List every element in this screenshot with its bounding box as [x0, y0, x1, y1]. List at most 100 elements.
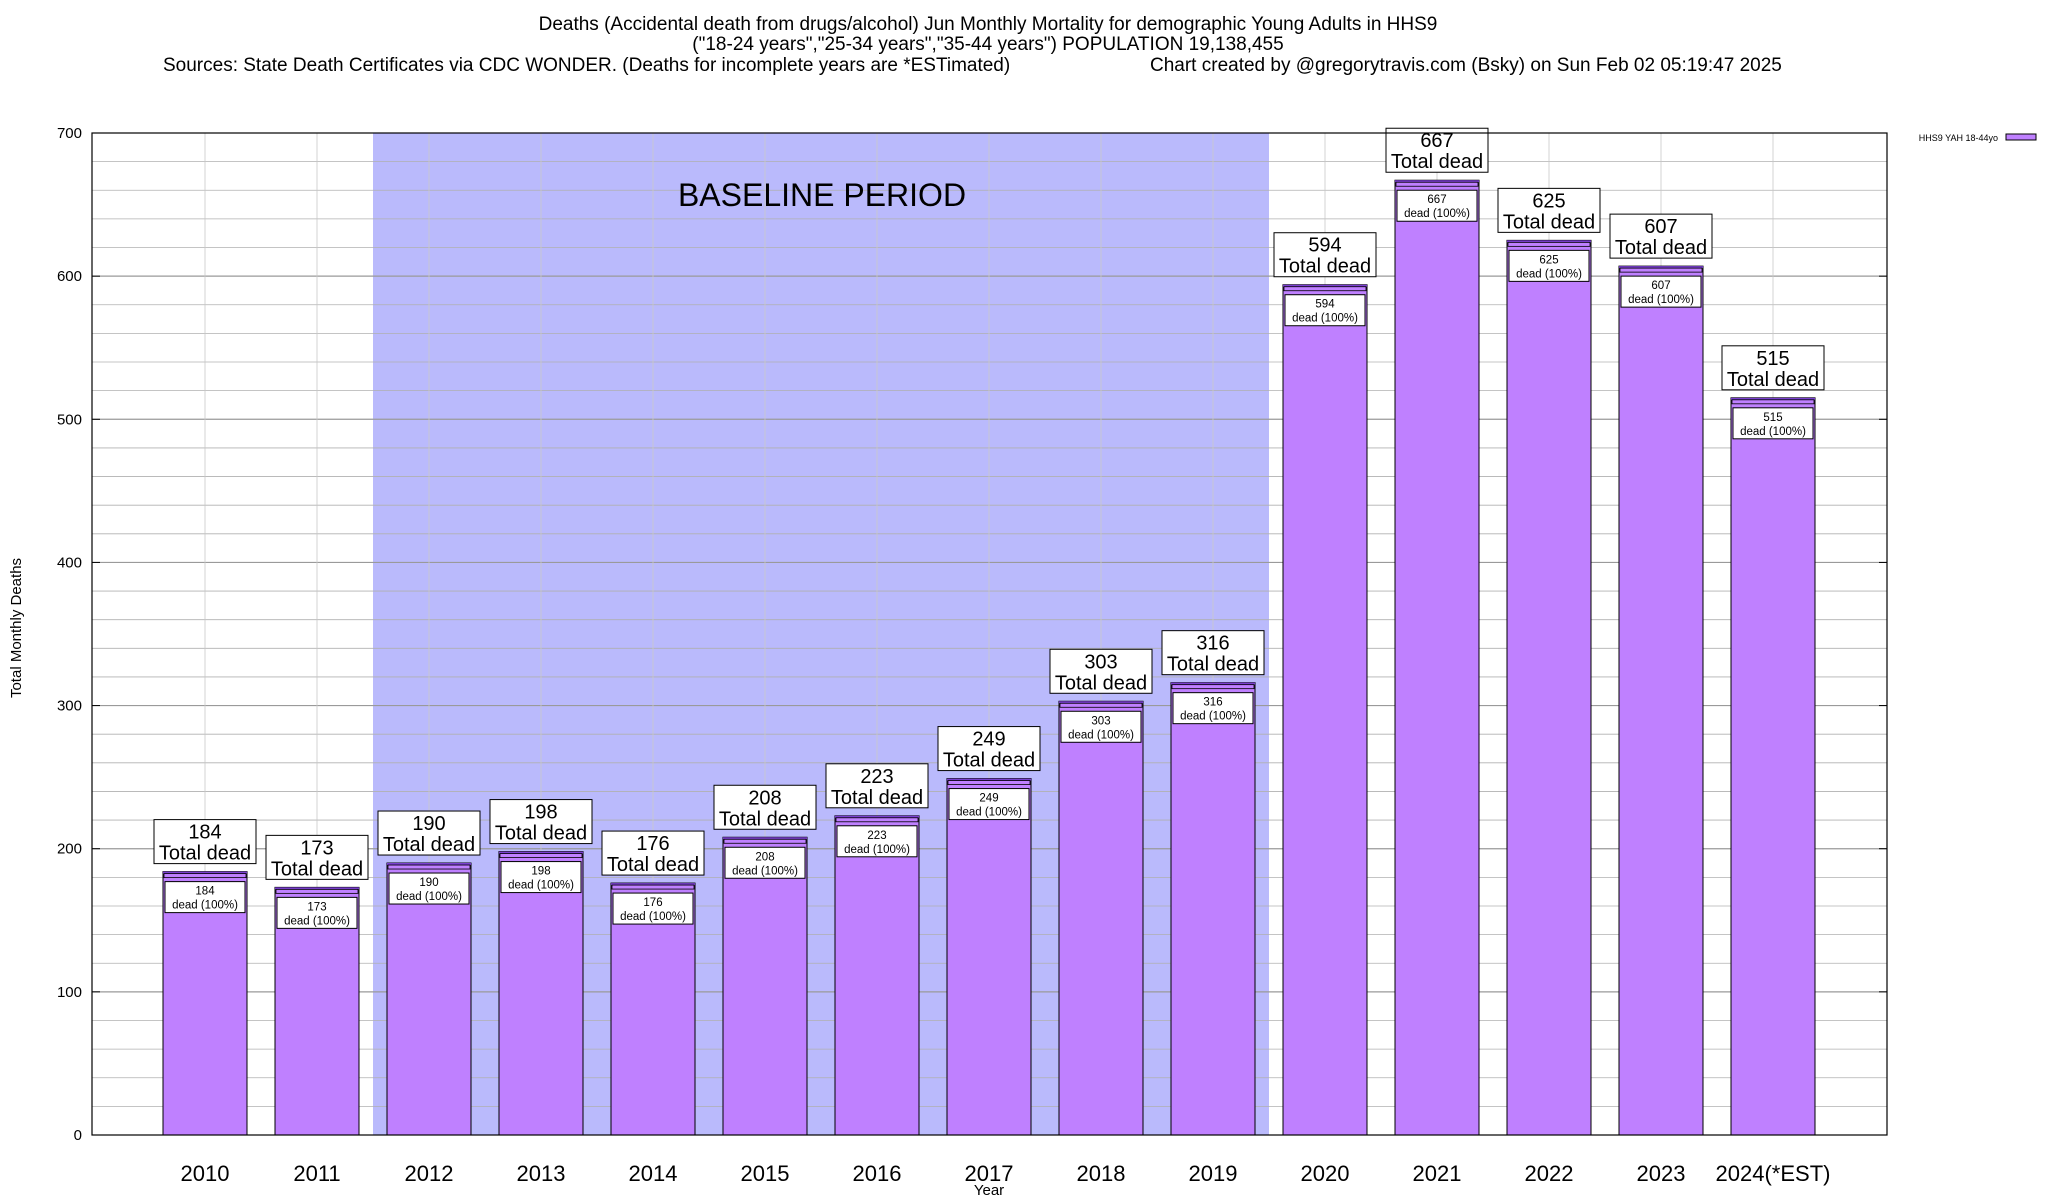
- bar-cap: [611, 884, 695, 890]
- total-label-box: [1497, 187, 1601, 233]
- bar-cap: [1395, 181, 1479, 187]
- total-label-box: [377, 810, 481, 856]
- bar: [834, 815, 920, 1136]
- total-label-box: [153, 819, 257, 865]
- x-tick-label: 2017: [965, 1161, 1014, 1186]
- total-label-text: Total dead: [1503, 211, 1595, 233]
- inner-label-value: 607: [1651, 280, 1670, 292]
- bar: [1506, 239, 1592, 1136]
- total-label-box: [1161, 630, 1265, 676]
- legend-label: HHS9 YAH 18-44yo: [1919, 133, 1998, 143]
- x-tick-label: 2015: [741, 1161, 790, 1186]
- bar-cap: [275, 888, 359, 894]
- total-label-value: 198: [524, 802, 557, 824]
- inner-label-text: dead (100%): [284, 915, 350, 927]
- inner-label-text: dead (100%): [1404, 208, 1470, 220]
- inner-label-value: 208: [755, 851, 774, 863]
- bar-cap: [499, 853, 583, 858]
- y-tick-label: 600: [57, 268, 82, 285]
- total-label-value: 667: [1420, 130, 1453, 152]
- inner-label-value: 190: [419, 877, 438, 889]
- inner-label-box: [164, 881, 246, 914]
- x-tick-label: 2012: [405, 1161, 454, 1186]
- x-tick-label: 2022: [1525, 1161, 1574, 1186]
- bar-cap: [1171, 684, 1255, 690]
- inner-label-text: dead (100%): [620, 911, 686, 923]
- y-tick-label: 400: [57, 554, 82, 571]
- y-tick-label: 100: [57, 984, 82, 1001]
- x-axis-label: Year: [974, 1182, 1004, 1199]
- bar-cap: [835, 817, 919, 823]
- chart-title: Deaths (Accidental death from drugs/alco…: [539, 14, 1438, 35]
- total-label-text: Total dead: [1055, 672, 1147, 694]
- y-tick-label: 300: [57, 698, 82, 715]
- inner-label-value: 184: [195, 886, 215, 898]
- bar-cap: [1731, 399, 1815, 405]
- bar-cap: [1283, 286, 1367, 292]
- x-tick-label: 2011: [293, 1161, 340, 1186]
- inner-label-value: 594: [1315, 299, 1335, 311]
- total-label-box: [265, 834, 369, 880]
- chart-credit: Chart created by @gregorytravis.com (Bsk…: [1150, 55, 1782, 76]
- y-tick-label: 500: [57, 411, 82, 428]
- bar: [610, 882, 696, 1136]
- total-label-text: Total dead: [831, 787, 923, 809]
- inner-label-box: [388, 872, 470, 905]
- legend-swatch: [2005, 133, 2037, 141]
- total-label-box: [825, 763, 929, 809]
- total-label-box: [489, 799, 593, 845]
- inner-label-value: 198: [531, 866, 550, 878]
- inner-label-text: dead (100%): [1068, 729, 1134, 741]
- total-label-text: Total dead: [1167, 654, 1259, 676]
- y-tick-label: 700: [57, 125, 82, 142]
- inner-label-box: [1620, 275, 1702, 308]
- bar: [1170, 682, 1256, 1136]
- x-tick-label: 2023: [1637, 1161, 1686, 1186]
- total-label-box: [1273, 232, 1377, 278]
- total-label-value: 594: [1308, 235, 1341, 257]
- bar: [1394, 179, 1480, 1136]
- inner-label-box: [948, 788, 1030, 821]
- x-tick-label: 2021: [1413, 1161, 1462, 1186]
- x-tick-label: 2013: [517, 1161, 566, 1186]
- total-label-text: Total dead: [1727, 369, 1819, 391]
- total-label-value: 515: [1756, 348, 1789, 370]
- inner-label-box: [276, 896, 358, 929]
- x-tick-label: 2014: [629, 1161, 678, 1186]
- total-label-box: [937, 726, 1041, 772]
- chart-sources: Sources: State Death Certificates via CD…: [163, 55, 1010, 76]
- inner-label-box: [1284, 294, 1366, 327]
- inner-label-box: [500, 861, 582, 894]
- bar: [946, 778, 1032, 1136]
- total-label-box: [1721, 345, 1825, 391]
- bar: [722, 836, 808, 1136]
- inner-label-box: [1172, 692, 1254, 725]
- total-label-text: Total dead: [495, 823, 587, 845]
- x-tick-label: 2024(*EST): [1716, 1161, 1831, 1186]
- x-tick-label: 2020: [1301, 1161, 1350, 1186]
- inner-label-text: dead (100%): [396, 891, 462, 903]
- y-tick-label: 200: [57, 841, 82, 858]
- total-label-text: Total dead: [1615, 237, 1707, 259]
- inner-label-value: 625: [1539, 254, 1558, 266]
- inner-label-box: [1396, 189, 1478, 222]
- plot-frame: [91, 132, 1888, 1136]
- inner-label-box: [1060, 710, 1142, 743]
- inner-label-value: 249: [979, 793, 998, 805]
- total-label-box: [1609, 213, 1713, 259]
- y-tick-label: 0: [74, 1127, 82, 1144]
- total-label-box: [713, 784, 817, 830]
- total-label-box: [1385, 127, 1489, 173]
- inner-label-text: dead (100%): [732, 865, 798, 877]
- x-tick-label: 2016: [853, 1161, 902, 1186]
- total-label-value: 223: [860, 766, 893, 788]
- bar: [162, 871, 248, 1136]
- inner-label-text: dead (100%): [1740, 426, 1806, 438]
- total-label-value: 316: [1196, 633, 1229, 655]
- inner-label-value: 667: [1427, 194, 1446, 206]
- bar-cap: [723, 838, 807, 844]
- inner-label-box: [724, 846, 806, 879]
- bar-cap: [1619, 267, 1703, 273]
